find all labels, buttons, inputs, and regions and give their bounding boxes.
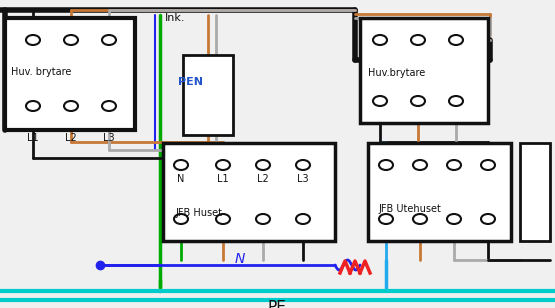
Ellipse shape xyxy=(64,101,78,111)
Ellipse shape xyxy=(411,96,425,106)
Text: L3: L3 xyxy=(103,133,115,143)
Ellipse shape xyxy=(373,35,387,45)
Ellipse shape xyxy=(296,160,310,170)
Ellipse shape xyxy=(64,35,78,45)
Ellipse shape xyxy=(174,214,188,224)
Bar xyxy=(183,55,233,135)
Text: L1: L1 xyxy=(217,174,229,184)
Ellipse shape xyxy=(373,96,387,106)
Ellipse shape xyxy=(296,214,310,224)
Text: Ink.: Ink. xyxy=(165,13,185,23)
Ellipse shape xyxy=(447,160,461,170)
Ellipse shape xyxy=(449,35,463,45)
Ellipse shape xyxy=(447,214,461,224)
Text: L3: L3 xyxy=(297,174,309,184)
Ellipse shape xyxy=(216,214,230,224)
Ellipse shape xyxy=(449,96,463,106)
Text: L2: L2 xyxy=(65,133,77,143)
Ellipse shape xyxy=(102,101,116,111)
Ellipse shape xyxy=(216,160,230,170)
Bar xyxy=(360,18,488,123)
Ellipse shape xyxy=(481,214,495,224)
Ellipse shape xyxy=(379,160,393,170)
Text: Huv.brytare: Huv.brytare xyxy=(368,68,425,78)
Ellipse shape xyxy=(481,160,495,170)
Bar xyxy=(163,143,335,241)
Text: L2: L2 xyxy=(257,174,269,184)
Text: N: N xyxy=(177,174,185,184)
Ellipse shape xyxy=(26,101,40,111)
Bar xyxy=(520,143,550,241)
Ellipse shape xyxy=(102,35,116,45)
Ellipse shape xyxy=(174,160,188,170)
Text: JFB Huset: JFB Huset xyxy=(175,208,222,218)
Text: Huv. brytare: Huv. brytare xyxy=(11,67,72,77)
Bar xyxy=(5,18,135,130)
Bar xyxy=(368,143,511,241)
Ellipse shape xyxy=(26,35,40,45)
Text: N: N xyxy=(235,252,245,266)
Ellipse shape xyxy=(379,214,393,224)
Ellipse shape xyxy=(411,35,425,45)
Text: PEN: PEN xyxy=(178,77,203,87)
Ellipse shape xyxy=(256,160,270,170)
Text: JFB Utehuset: JFB Utehuset xyxy=(378,204,441,214)
Ellipse shape xyxy=(256,214,270,224)
Ellipse shape xyxy=(413,160,427,170)
Ellipse shape xyxy=(413,214,427,224)
Text: PE: PE xyxy=(268,299,286,308)
Text: L1: L1 xyxy=(27,133,39,143)
